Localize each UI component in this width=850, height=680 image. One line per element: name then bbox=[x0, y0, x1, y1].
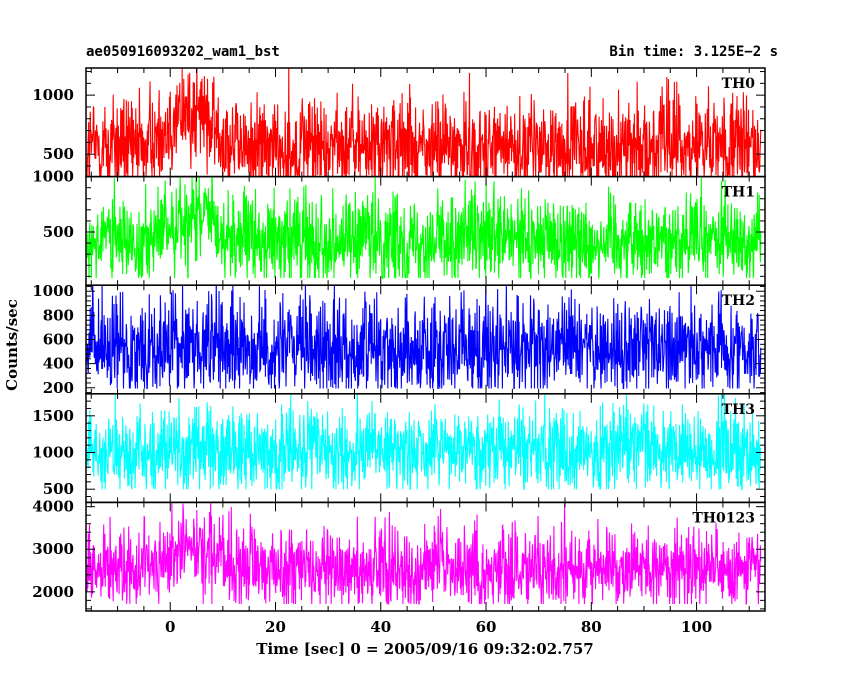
series-th3 bbox=[86, 393, 762, 490]
y-tick-label: 1000 bbox=[32, 444, 74, 462]
y-axis-label: Counts/sec bbox=[3, 299, 21, 391]
series-th2 bbox=[86, 285, 762, 390]
panel-label-th3: TH3 bbox=[722, 402, 755, 418]
panel-label-th2: TH2 bbox=[722, 293, 755, 309]
y-tick-label: 500 bbox=[43, 480, 74, 498]
y-tick-label: 4000 bbox=[32, 498, 74, 516]
x-tick-label: 40 bbox=[370, 618, 391, 636]
series-th1 bbox=[86, 176, 762, 280]
y-tick-label: 500 bbox=[43, 145, 74, 163]
x-tick-label: 20 bbox=[265, 618, 286, 636]
panel-label-th0123: TH0123 bbox=[692, 510, 755, 526]
y-tick-label: 1000 bbox=[32, 282, 74, 300]
y-tick-label: 1000 bbox=[32, 168, 74, 186]
y-tick-label: 600 bbox=[43, 331, 74, 349]
y-tick-label: 200 bbox=[43, 379, 74, 397]
panel-frame-th0123 bbox=[85, 501, 766, 612]
x-tick-label: 80 bbox=[581, 618, 602, 636]
y-tick-label: 500 bbox=[43, 223, 74, 241]
y-tick-label: 400 bbox=[43, 355, 74, 373]
series-th0 bbox=[86, 68, 762, 177]
y-tick-label: 800 bbox=[43, 306, 74, 324]
plot-title-right: Bin time: 3.125E−2 s bbox=[609, 44, 778, 60]
x-axis-label: Time [sec] 0 = 2005/09/16 09:32:02.757 bbox=[256, 640, 594, 658]
x-tick-label: 100 bbox=[681, 618, 712, 636]
y-tick-label: 1500 bbox=[32, 407, 74, 425]
panel-label-th1: TH1 bbox=[722, 185, 755, 201]
plot-title-left: ae050916093202_wam1_bst bbox=[86, 44, 280, 60]
y-tick-label: 2000 bbox=[32, 583, 74, 601]
x-tick-label: 0 bbox=[165, 618, 175, 636]
panel-label-th0: TH0 bbox=[722, 76, 756, 92]
y-tick-label: 3000 bbox=[32, 540, 74, 558]
x-tick-label: 60 bbox=[476, 618, 497, 636]
series-th0123 bbox=[86, 502, 762, 605]
y-tick-label: 1000 bbox=[32, 86, 74, 104]
